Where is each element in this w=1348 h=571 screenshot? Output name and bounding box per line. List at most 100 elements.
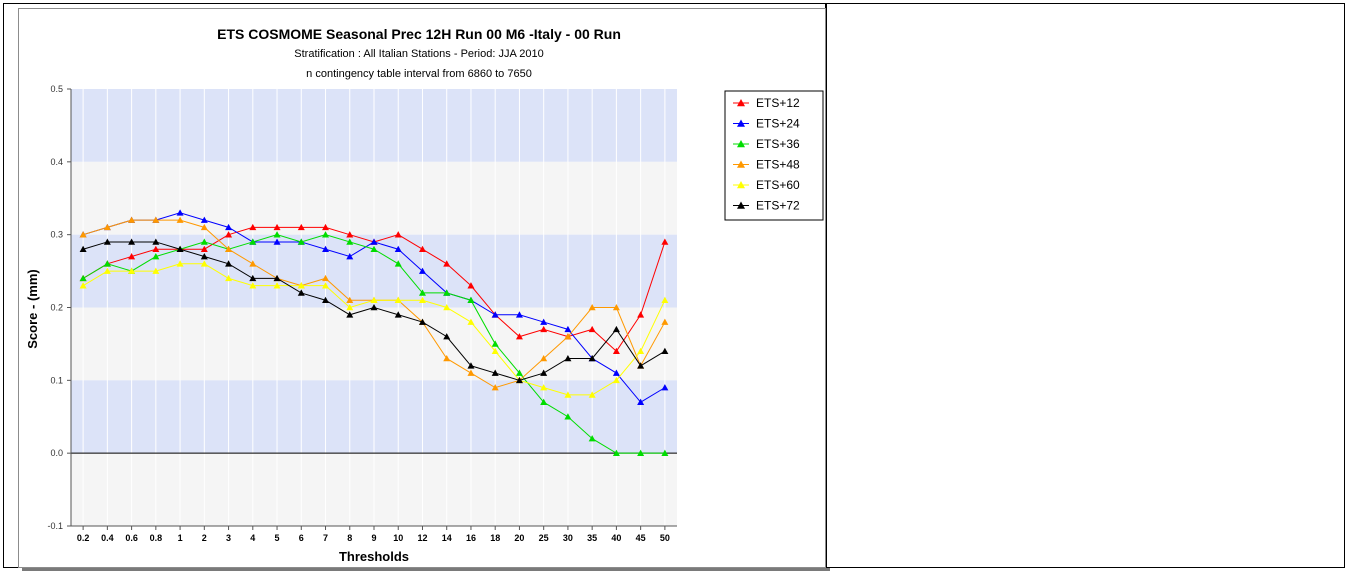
data-point (346, 238, 354, 245)
data-point (540, 354, 548, 362)
data-point (200, 260, 208, 267)
legend-label: ETS+48 (756, 158, 800, 172)
data-point (564, 333, 572, 340)
chart-cell: ETS COSMOME Seasonal Prec 12H Run 00 M6 … (3, 3, 826, 568)
data-point (346, 253, 354, 260)
x-tick-label: 30 (563, 533, 573, 543)
legend-swatch-marker (737, 201, 745, 209)
data-point (225, 231, 233, 238)
data-point (637, 362, 645, 369)
y-tick-label: -0.1 (47, 521, 63, 531)
data-point (273, 282, 281, 289)
data-point (225, 274, 233, 282)
data-point (322, 296, 330, 304)
data-point (612, 304, 620, 311)
y-tick-label: 0.5 (50, 84, 63, 94)
data-point (540, 384, 548, 391)
y-tick-label: 0.2 (50, 303, 63, 313)
legend-label: ETS+36 (756, 137, 800, 151)
data-point (515, 333, 523, 340)
data-point (249, 260, 257, 267)
data-point (103, 223, 111, 231)
data-point (491, 347, 499, 354)
legend-swatch-marker (737, 181, 745, 189)
data-point (588, 435, 596, 442)
data-point (128, 216, 136, 223)
data-point (588, 391, 596, 398)
data-point (249, 282, 257, 289)
data-point (467, 362, 475, 369)
data-point (661, 296, 669, 304)
data-point (418, 296, 426, 304)
data-point (200, 216, 208, 223)
data-point (418, 289, 426, 296)
data-point (564, 354, 572, 362)
data-point (491, 340, 499, 347)
data-point (637, 311, 645, 318)
x-tick-label: 0.2 (77, 533, 90, 543)
x-tick-label: 20 (514, 533, 524, 543)
data-point (297, 238, 305, 245)
data-point (443, 260, 451, 267)
data-point (612, 449, 620, 456)
ets-line-chart: ETS COSMOME Seasonal Prec 12H Run 00 M6 … (25, 26, 824, 564)
data-point (225, 223, 233, 231)
x-tick-label: 10 (393, 533, 403, 543)
legend-label: ETS+12 (756, 96, 800, 110)
data-point (588, 354, 596, 362)
data-point (152, 238, 160, 245)
data-point (564, 413, 572, 420)
data-point (394, 296, 402, 304)
y-tick-label: 0.4 (50, 157, 63, 167)
x-tick-label: 9 (371, 533, 376, 543)
data-point (370, 296, 378, 304)
data-point (467, 282, 475, 289)
data-point (588, 325, 596, 333)
data-point (394, 245, 402, 253)
data-point (297, 282, 305, 289)
empty-cell (826, 3, 1345, 568)
data-point (249, 223, 257, 231)
x-tick-label: 14 (442, 533, 452, 543)
data-point (564, 325, 572, 333)
data-point (200, 253, 208, 260)
data-point (128, 238, 136, 245)
data-point (346, 311, 354, 318)
x-tick-label: 7 (323, 533, 328, 543)
data-point (79, 282, 87, 289)
legend-swatch-marker (737, 119, 745, 127)
y-tick-label: 0.0 (50, 448, 63, 458)
legend-box (724, 90, 824, 221)
data-point (515, 311, 523, 318)
data-point (249, 238, 257, 245)
data-point (467, 296, 475, 304)
x-tick-label: 0.6 (125, 533, 138, 543)
data-point (103, 260, 111, 267)
data-point (176, 209, 184, 216)
legend-label: ETS+72 (756, 199, 800, 213)
data-point (152, 216, 160, 223)
data-point (564, 391, 572, 398)
data-point (297, 289, 305, 296)
legend-swatch-marker (737, 160, 745, 168)
data-point (346, 231, 354, 238)
data-point (661, 384, 669, 391)
x-tick-label: 16 (466, 533, 476, 543)
data-point (128, 253, 136, 260)
chart-legend: ETS+12 ETS+24 ETS+36 ETS+48 ETS+60 ETS+72 (724, 90, 824, 221)
x-tick-label: 25 (539, 533, 549, 543)
data-point (152, 245, 160, 253)
x-tick-label: 12 (417, 533, 427, 543)
y-tick-label: 0.3 (50, 230, 63, 240)
data-point (443, 289, 451, 296)
x-tick-label: 35 (587, 533, 597, 543)
chart-subtitle: Stratification : All Italian Stations - … (294, 48, 543, 60)
data-point (200, 238, 208, 245)
data-point (661, 318, 669, 325)
data-point (322, 231, 330, 238)
data-point (540, 325, 548, 333)
data-point (588, 304, 596, 311)
data-point (176, 245, 184, 253)
data-point (152, 267, 160, 274)
data-point (346, 304, 354, 311)
